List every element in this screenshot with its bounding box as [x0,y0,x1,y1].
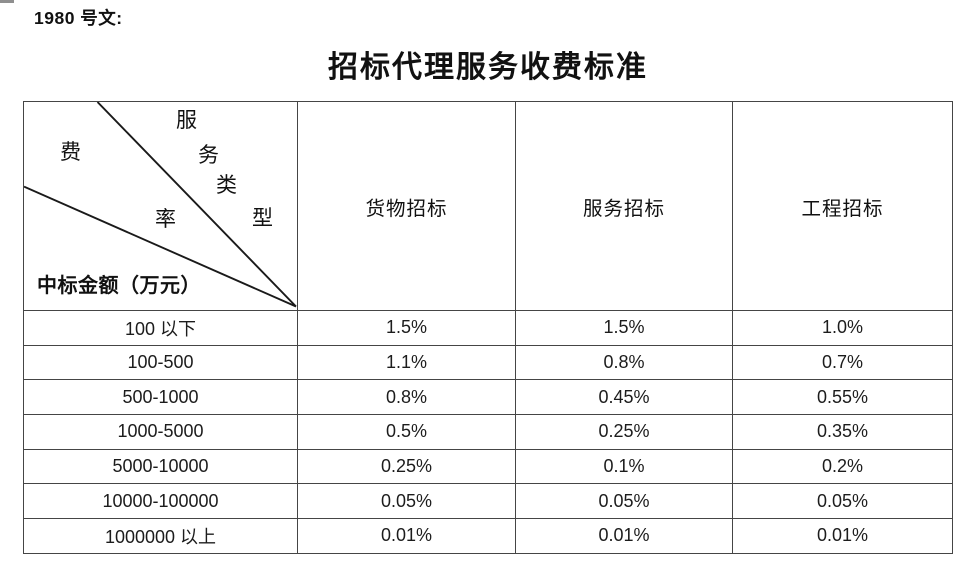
amount-range-cell: 1000-5000 [23,414,298,450]
goods-rate-cell: 1.5% [297,310,516,346]
amount-axis-label: 中标金额（万元） [37,275,201,297]
doc-number-label: 1980 号文: [34,8,123,28]
fee-table: 费 率 服 务 类 型 中标金额（万元） 货物招标 服务招标 工程招标 100 … [23,101,953,554]
amount-range-cell: 1000000 以上 [23,518,298,554]
column-header-service: 服务招标 [515,101,733,311]
corner-header-cell: 费 率 服 务 类 型 中标金额（万元） [23,101,298,311]
table-row: 10000-100000 0.05% 0.05% 0.05% [23,483,953,520]
column-header-goods: 货物招标 [297,101,516,311]
table-row: 1000-5000 0.5% 0.25% 0.35% [23,414,953,450]
engineering-rate-cell: 0.05% [732,483,953,520]
table-row: 500-1000 0.8% 0.45% 0.55% [23,379,953,416]
goods-rate-cell: 0.25% [297,448,516,485]
amount-range-cell: 100 以下 [23,310,298,346]
service-rate-cell: 1.5% [515,310,733,346]
corner-service-type-char-4: 型 [252,206,273,230]
corner-fee-char: 费 [60,140,81,164]
amount-range-cell: 10000-100000 [23,483,298,520]
corner-service-type-char-3: 类 [216,173,237,197]
diagonal-divider-lines [24,102,297,308]
corner-rate-char: 率 [155,207,176,231]
service-rate-cell: 0.25% [515,414,733,450]
table-header-row: 费 率 服 务 类 型 中标金额（万元） 货物招标 服务招标 工程招标 [23,101,953,311]
goods-rate-cell: 1.1% [297,344,516,381]
engineering-rate-cell: 1.0% [732,310,953,346]
engineering-rate-cell: 0.55% [732,379,953,416]
service-rate-cell: 0.05% [515,483,733,520]
service-rate-cell: 0.45% [515,379,733,416]
amount-range-cell: 5000-10000 [23,448,298,485]
engineering-rate-cell: 0.35% [732,414,953,450]
table-row: 5000-10000 0.25% 0.1% 0.2% [23,448,953,485]
goods-rate-cell: 0.8% [297,379,516,416]
goods-rate-cell: 0.01% [297,518,516,554]
amount-range-cell: 500-1000 [23,379,298,416]
engineering-rate-cell: 0.7% [732,344,953,381]
corner-service-type-char-1: 服 [176,108,197,132]
page-title: 招标代理服务收费标准 [328,51,648,84]
screen-edge-artifact [0,0,14,3]
service-rate-cell: 0.1% [515,448,733,485]
amount-range-cell: 100-500 [23,344,298,381]
corner-service-type-char-2: 务 [198,143,219,167]
engineering-rate-cell: 0.2% [732,448,953,485]
goods-rate-cell: 0.05% [297,483,516,520]
service-rate-cell: 0.01% [515,518,733,554]
engineering-rate-cell: 0.01% [732,518,953,554]
column-header-engineering: 工程招标 [732,101,953,311]
table-row: 100 以下 1.5% 1.5% 1.0% [23,310,953,346]
service-rate-cell: 0.8% [515,344,733,381]
goods-rate-cell: 0.5% [297,414,516,450]
table-row: 1000000 以上 0.01% 0.01% 0.01% [23,518,953,554]
table-row: 100-500 1.1% 0.8% 0.7% [23,344,953,381]
